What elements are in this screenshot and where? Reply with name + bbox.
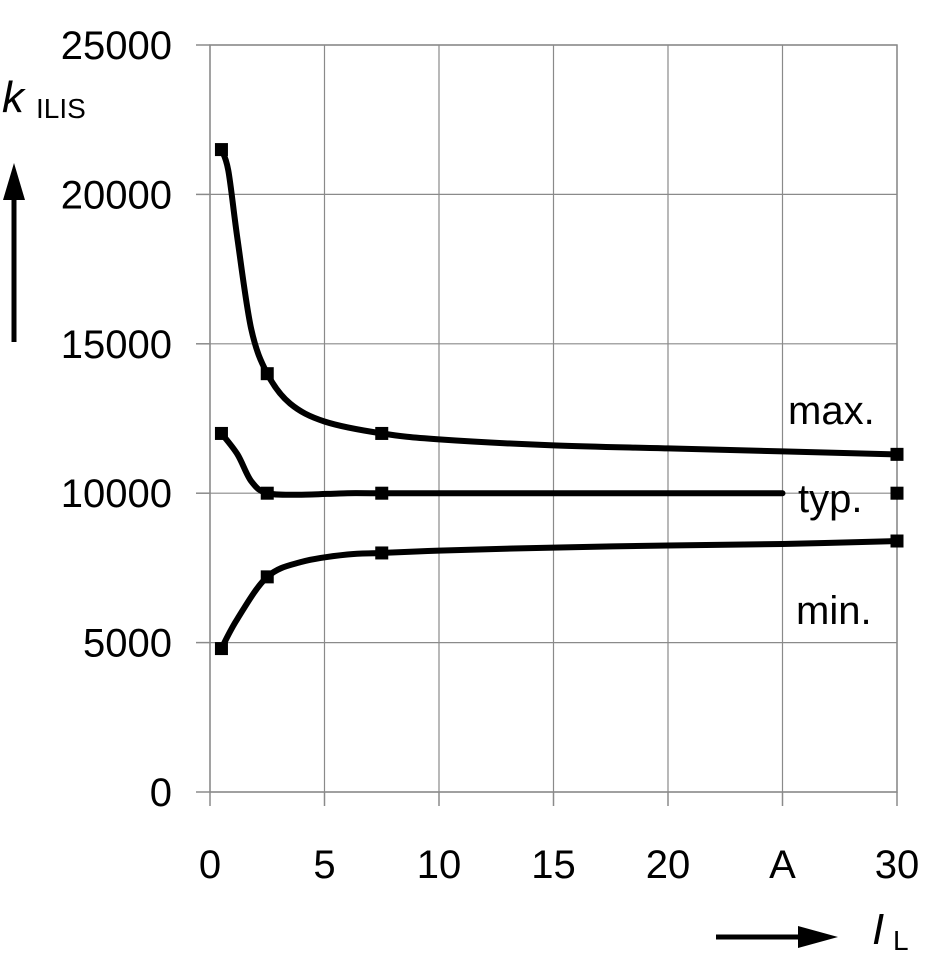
data-point-min [214, 642, 228, 656]
series-label-typ: typ. [798, 477, 862, 521]
data-point-typ [890, 486, 904, 500]
x-tick-label: 30 [875, 843, 920, 887]
data-point-min [260, 570, 274, 584]
y-tick-label: 0 [150, 771, 172, 815]
data-point-max [890, 447, 904, 461]
x-tick-label: 0 [199, 843, 221, 887]
data-point-max [260, 367, 274, 381]
x-axis-label: I L [872, 905, 909, 956]
data-point-typ [214, 426, 228, 440]
y-axis-subscript: ILIS [36, 93, 86, 124]
x-axis-subscript: L [893, 925, 909, 956]
x-axis-arrow-icon [716, 926, 838, 948]
x-tick-label: 15 [531, 843, 576, 887]
data-point-typ [260, 486, 274, 500]
data-point-max [214, 143, 228, 157]
x-axis-symbol: I [872, 905, 884, 954]
x-tick-label: 10 [417, 843, 462, 887]
x-tick-label: 20 [646, 843, 691, 887]
x-tick-label: 5 [313, 843, 335, 887]
series-label-min: min. [796, 589, 872, 633]
data-point-min [375, 546, 389, 560]
data-point-min [890, 534, 904, 548]
y-tick-label: 20000 [61, 173, 172, 217]
series-line-max [218, 146, 900, 458]
y-tick-label: 5000 [83, 622, 172, 666]
y-tick-label: 15000 [61, 323, 172, 367]
y-axis-label: k ILIS [2, 73, 86, 124]
y-tick-label: 10000 [61, 472, 172, 516]
y-axis-arrow-icon [3, 163, 25, 342]
data-point-max [375, 426, 389, 440]
x-tick-label: A [769, 843, 796, 887]
series-line-typ [218, 430, 786, 498]
ticks: 0 5 10 15 20 A 30 0 5000 10000 15000 20000 25000 [61, 24, 919, 887]
series [214, 143, 904, 656]
y-axis-symbol: k [2, 73, 26, 122]
y-tick-label: 25000 [61, 24, 172, 68]
series-label-max: max. [788, 389, 875, 433]
data-point-typ [375, 486, 389, 500]
